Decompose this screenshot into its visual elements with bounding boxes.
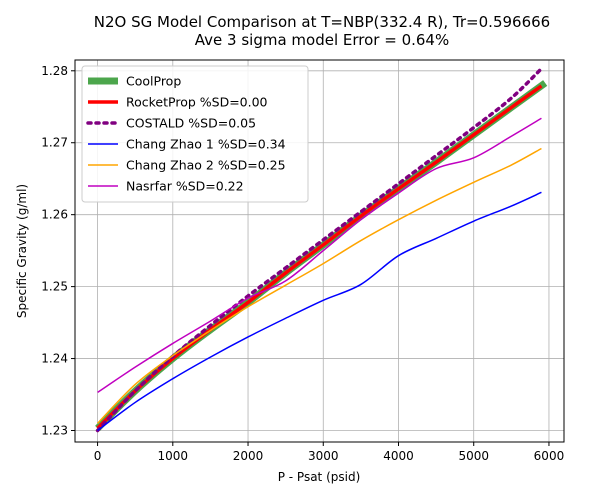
legend-label-5: Nasrfar %SD=0.22 [126,179,244,194]
y-tick-label: 1.28 [41,64,68,78]
chart-title: N2O SG Model Comparison at T=NBP(332.4 R… [94,13,550,31]
legend-label-2: COSTALD %SD=0.05 [126,116,256,131]
x-tick-label: 6000 [534,449,565,463]
legend-label-0: CoolProp [126,74,181,89]
legend-box [81,65,309,203]
legend-label-4: Chang Zhao 2 %SD=0.25 [126,158,286,173]
chart-subtitle: Ave 3 sigma model Error = 0.64% [195,31,449,49]
axis-ticks: 0 1000 2000 3000 4000 5000 6000 1.23 1.24 1.25 1.2… [41,64,564,463]
x-tick-label: 3000 [308,449,339,463]
x-tick-label: 1000 [158,449,189,463]
plot-frame [74,59,565,443]
y-axis-label: Specific Gravity (g/ml) [15,184,29,318]
x-tick-label: 0 [94,449,102,463]
series-line-3 [97,191,542,432]
y-tick-label: 1.24 [41,352,68,366]
y-tick-label: 1.23 [41,423,68,437]
x-tick-label: 4000 [383,449,414,463]
series-line-4 [97,147,542,424]
series-line-5 [97,117,542,393]
legend-label-3: Chang Zhao 1 %SD=0.34 [126,137,286,152]
x-tick-label: 5000 [458,449,489,463]
legend-label-1: RocketProp %SD=0.00 [126,95,268,110]
x-axis-label: P - Psat (psid) [278,470,361,484]
legend: CoolProp RocketProp %SD=0.00 COSTALD %SD=0… [81,65,309,203]
y-tick-label: 1.25 [41,280,68,294]
y-tick-label: 1.27 [41,136,68,150]
x-tick-label: 2000 [233,449,264,463]
series-lines [95,66,548,433]
y-tick-label: 1.26 [41,208,68,222]
